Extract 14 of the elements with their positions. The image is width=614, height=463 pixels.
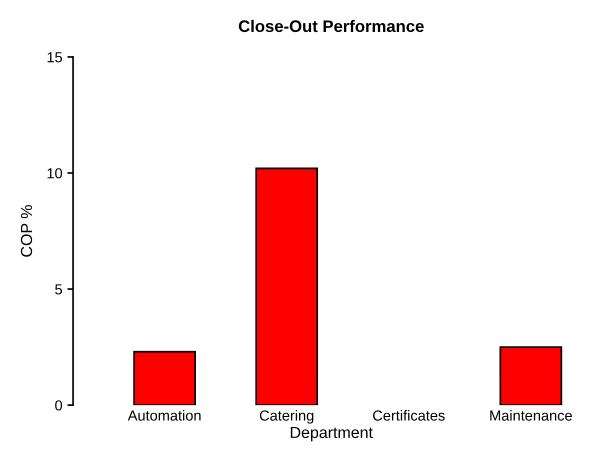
bar (133, 350, 196, 406)
y-tick-label: 5 (55, 284, 62, 294)
x-tick-label: Certificates (373, 410, 445, 421)
y-axis-title: COP % (20, 205, 32, 257)
y-tick-label: 0 (55, 400, 62, 411)
y-tick-label: 15 (48, 52, 62, 62)
x-axis-title: Department (290, 426, 373, 442)
bar (499, 346, 562, 406)
chart-title: Close-Out Performance (238, 20, 424, 32)
y-tick-label: 10 (48, 168, 62, 178)
x-tick-label: Automation (128, 410, 201, 421)
x-tick-label: Maintenance (490, 410, 572, 421)
x-tick-label: Catering (260, 410, 314, 424)
bar (255, 168, 318, 406)
